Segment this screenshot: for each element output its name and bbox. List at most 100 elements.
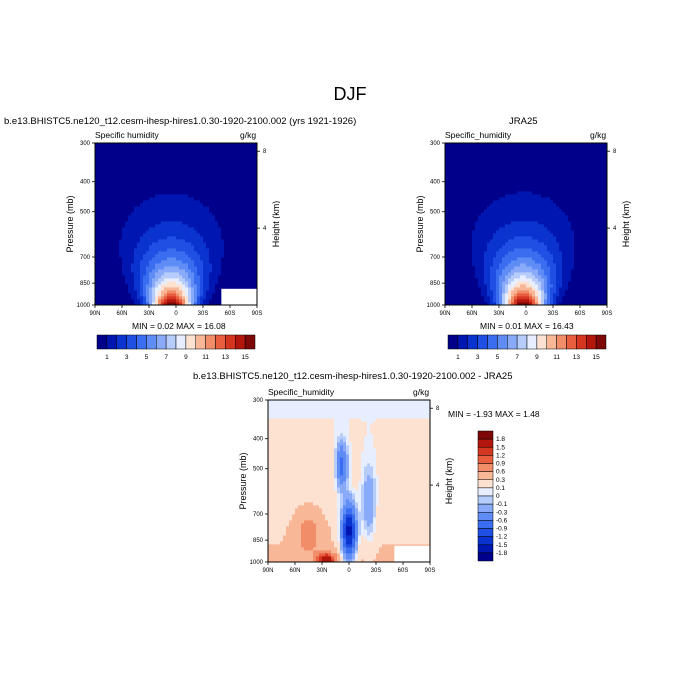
contour-cell [242, 236, 246, 240]
contour-cell [239, 209, 243, 213]
contour-cell [143, 293, 147, 297]
contour-cell [179, 296, 183, 300]
contour-cell [544, 176, 548, 180]
contour-cell [227, 212, 231, 216]
contour-cell [493, 149, 497, 153]
contour-cell [107, 191, 111, 195]
contour-cell [107, 149, 111, 153]
contour-cell [466, 158, 470, 162]
contour-cell [245, 170, 249, 174]
contour-cell [215, 203, 219, 207]
contour-cell [484, 233, 488, 237]
contour-cell [511, 245, 515, 249]
contour-cell [173, 278, 177, 282]
contour-cell [538, 224, 542, 228]
contour-cell [140, 185, 144, 189]
contour-cell [206, 257, 210, 261]
contour-cell [140, 284, 144, 288]
contour-cell [481, 206, 485, 210]
contour-cell [484, 203, 488, 207]
contour-cell [490, 233, 494, 237]
contour-cell [236, 170, 240, 174]
contour-cell [523, 254, 527, 258]
contour-cell [116, 203, 120, 207]
contour-cell [137, 212, 141, 216]
contour-cell [478, 251, 482, 255]
contour-cell [248, 239, 252, 243]
contour-cell [149, 251, 153, 255]
contour-cell [182, 212, 186, 216]
contour-cell [463, 173, 467, 177]
contour-cell [101, 263, 105, 267]
contour-cell [451, 143, 455, 147]
contour-cell [182, 278, 186, 282]
contour-cell [221, 206, 225, 210]
contour-cell [191, 179, 195, 183]
contour-cell [116, 143, 120, 147]
contour-cell [161, 278, 165, 282]
contour-cell [499, 194, 503, 198]
contour-cell [541, 263, 545, 267]
contour-cell [245, 194, 249, 198]
contour-cell [113, 200, 117, 204]
contour-cell [451, 257, 455, 261]
contour-cell [125, 188, 129, 192]
contour-cell [170, 158, 174, 162]
contour-cell [526, 251, 530, 255]
contour-cell [152, 215, 156, 219]
contour-cell [541, 218, 545, 222]
contour-cell [466, 218, 470, 222]
contour-cell [209, 224, 213, 228]
contour-cell [203, 275, 207, 279]
contour-cell [206, 161, 210, 165]
contour-cell [158, 293, 162, 297]
contour-cell [212, 224, 216, 228]
contour-cell [239, 269, 243, 273]
contour-cell [526, 278, 530, 282]
contour-cell [236, 260, 240, 264]
contour-cell [107, 251, 111, 255]
contour-cell [544, 164, 548, 168]
contour-cell [517, 170, 521, 174]
contour-cell [152, 191, 156, 195]
contour-cell [254, 158, 258, 162]
contour-cell [110, 191, 114, 195]
contour-cell [110, 296, 114, 300]
contour-cell [182, 236, 186, 240]
contour-cell [140, 158, 144, 162]
contour-cell [544, 251, 548, 255]
contour-cell [95, 146, 99, 150]
contour-cell [499, 266, 503, 270]
contour-cell [242, 254, 246, 258]
contour-cell [206, 176, 210, 180]
contour-cell [248, 179, 252, 183]
contour-cell [236, 152, 240, 156]
contour-cell [472, 209, 476, 213]
contour-cell [128, 206, 132, 210]
contour-cell [161, 215, 165, 219]
contour-cell [245, 215, 249, 219]
contour-cell [487, 233, 491, 237]
contour-cell [137, 230, 141, 234]
contour-cell [254, 215, 258, 219]
contour-cell [125, 239, 129, 243]
contour-cell [125, 296, 129, 300]
contour-cell [239, 164, 243, 168]
contour-cell [508, 158, 512, 162]
contour-cell [496, 281, 500, 285]
contour-cell [218, 185, 222, 189]
contour-cell [185, 185, 189, 189]
contour-cell [236, 245, 240, 249]
contour-cell [466, 206, 470, 210]
contour-cell [490, 149, 494, 153]
contour-cell [146, 182, 150, 186]
contour-cell [532, 245, 536, 249]
contour-cell [185, 239, 189, 243]
contour-cell [164, 299, 168, 303]
contour-cell [101, 203, 105, 207]
contour-cell [200, 263, 204, 267]
contour-cell [454, 176, 458, 180]
contour-cell [478, 215, 482, 219]
contour-cell [499, 233, 503, 237]
contour-cell [179, 203, 183, 207]
